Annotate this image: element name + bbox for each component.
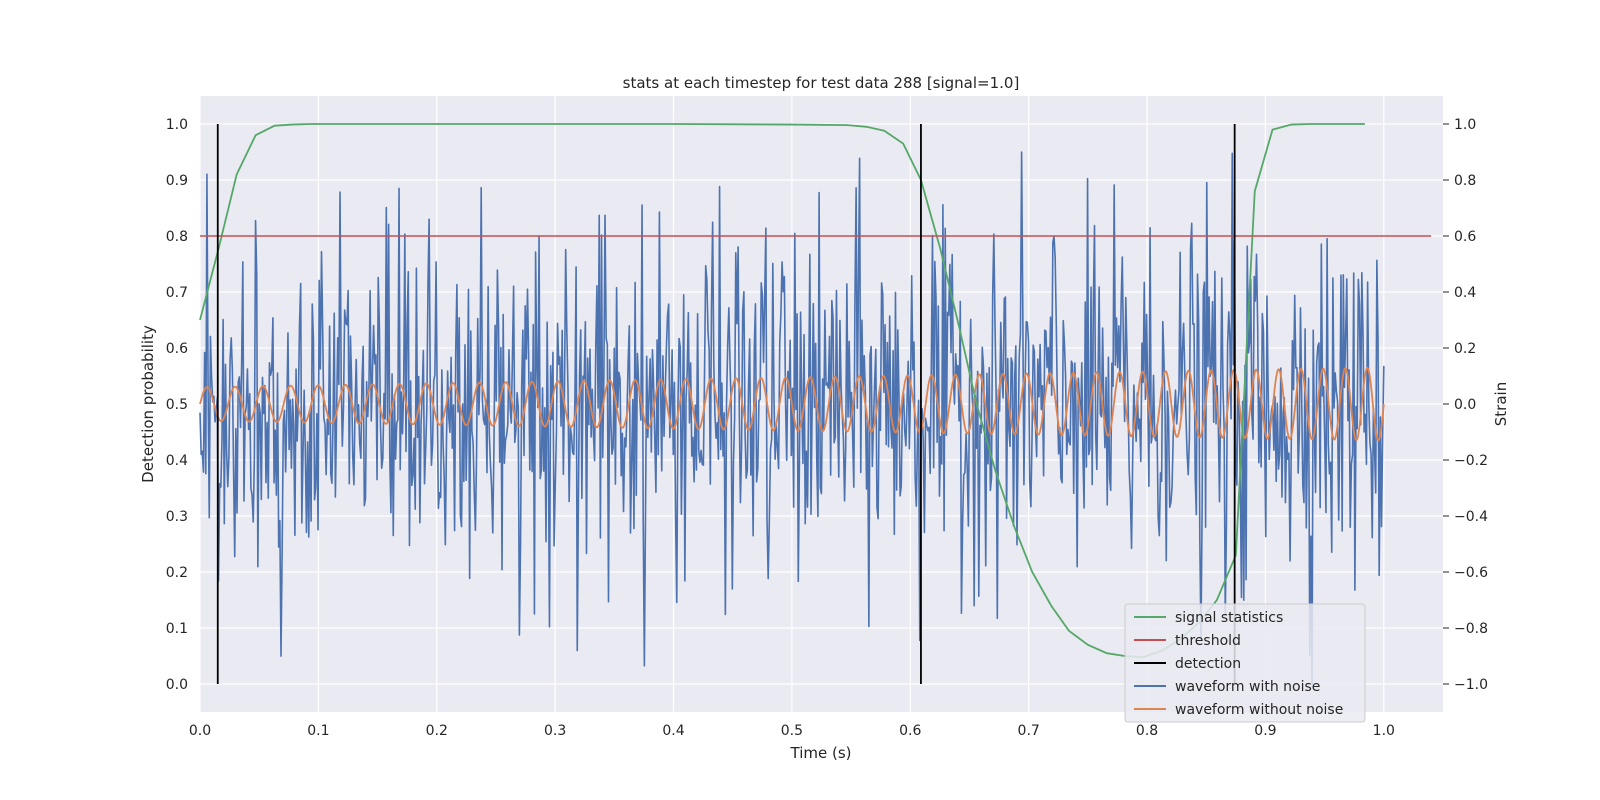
- legend-label-signal-statistics: signal statistics: [1175, 610, 1283, 626]
- x-tick-label: 0.4: [662, 723, 684, 739]
- x-tick-labels: 0.0 0.1 0.2 0.3 0.4 0.5 0.6 0.7 0.8 0.9 1.0: [189, 723, 1395, 739]
- waveform-without-noise-layer: [199, 366, 1385, 442]
- x-tick-label: 0.5: [781, 723, 803, 739]
- y-tick-labels: 0.0 0.1 0.2 0.3 0.4 0.5 0.6 0.7 0.8 0.9 1.0: [166, 117, 188, 693]
- y-tick-label: 0.6: [166, 341, 188, 357]
- x-tick-label: 0.6: [899, 723, 921, 739]
- x-tick-label: 1.0: [1373, 723, 1395, 739]
- legend-label-waveform-without-noise: waveform without noise: [1175, 702, 1343, 718]
- y-tick-label: 0.2: [166, 565, 188, 581]
- x-tick-label: 0.9: [1254, 723, 1276, 739]
- signal-statistics-layer: [199, 123, 1365, 659]
- y2-tick-label: −0.4: [1454, 509, 1488, 525]
- y-tick-label: 0.5: [166, 397, 188, 413]
- legend-label-waveform-with-noise: waveform with noise: [1175, 679, 1320, 695]
- y2-tick-label: −0.2: [1454, 453, 1488, 469]
- y-tick-label: 0.8: [166, 229, 188, 245]
- y2-tick-label: 0.2: [1454, 341, 1476, 357]
- x-tick-label: 0.8: [1136, 723, 1158, 739]
- legend: signal statistics threshold detection wa…: [1124, 603, 1366, 723]
- x-tick-label: 0.7: [1018, 723, 1040, 739]
- legend-box: [1124, 603, 1366, 723]
- legend-label-detection: detection: [1175, 656, 1241, 672]
- y2-axis-label: Strain: [1492, 382, 1510, 426]
- series-line-signal-statistics: [199, 123, 1365, 659]
- y2-tick-label: 0.0: [1454, 397, 1476, 413]
- x-tick-label: 0.2: [426, 723, 448, 739]
- y2-tick-label: 0.4: [1454, 285, 1476, 301]
- waveform-with-noise-layer: [199, 151, 1385, 685]
- y2-tick-label: −0.6: [1454, 565, 1488, 581]
- legend-label-threshold: threshold: [1175, 633, 1241, 649]
- detection-layer: [216, 124, 1236, 684]
- y-tick-label: 0.3: [166, 509, 188, 525]
- y-tick-label: 0.7: [166, 285, 188, 301]
- y-axis-label: Detection probability: [139, 325, 157, 483]
- y2-tick-label: 0.6: [1454, 229, 1476, 245]
- x-tick-label: 0.0: [189, 723, 211, 739]
- series-line-waveform-with-noise: [199, 151, 1385, 685]
- y-tick-label: 0.0: [166, 677, 188, 693]
- y-tick-label: 0.4: [166, 453, 188, 469]
- y2-tick-labels: −1.0 −0.8 −0.6 −0.4 −0.2 0.0 0.2 0.4 0.6 0.8 1.0: [1443, 117, 1488, 693]
- y2-tick-label: −1.0: [1454, 677, 1488, 693]
- y-tick-label: 1.0: [166, 117, 188, 133]
- y-tick-label: 0.1: [166, 621, 188, 637]
- x-tick-label: 0.3: [544, 723, 566, 739]
- chart-title: stats at each timestep for test data 288…: [623, 74, 1020, 92]
- x-tick-label: 0.1: [307, 723, 329, 739]
- y2-tick-label: 0.8: [1454, 173, 1476, 189]
- y2-tick-label: −0.8: [1454, 621, 1488, 637]
- y-tick-label: 0.9: [166, 173, 188, 189]
- y2-tick-label: 1.0: [1454, 117, 1476, 133]
- x-axis-label: Time (s): [790, 744, 852, 762]
- series-line-waveform-without-noise: [199, 366, 1385, 442]
